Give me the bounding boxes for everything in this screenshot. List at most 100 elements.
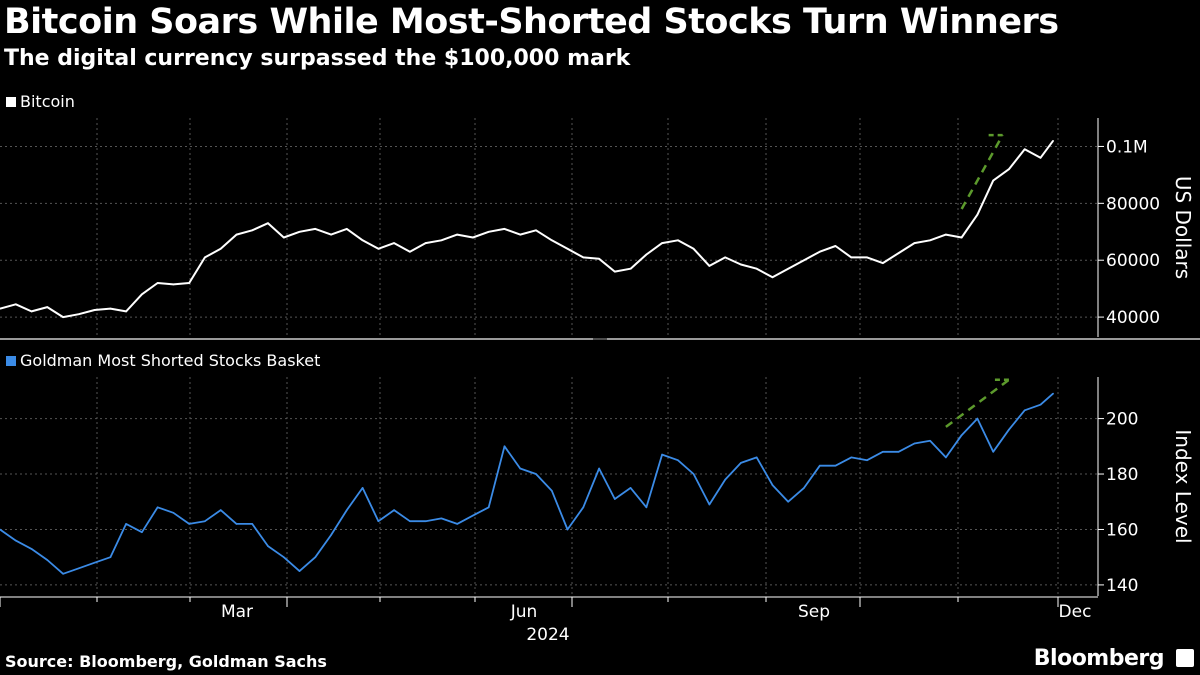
data-point: [566, 248, 569, 250]
data-point: [850, 456, 853, 459]
data-point: [1023, 148, 1026, 151]
data-point: [346, 509, 348, 511]
data-point: [819, 464, 821, 467]
data-point: [661, 242, 663, 244]
data-point: [330, 233, 332, 236]
data-point: [298, 570, 301, 572]
data-point: [393, 242, 395, 244]
data-point: [188, 282, 190, 284]
data-point: [551, 239, 553, 242]
data-point: [125, 523, 127, 525]
data-point: [645, 506, 648, 509]
data-point: [882, 262, 884, 264]
y-tick-label: 200: [1106, 410, 1138, 430]
data-point: [929, 239, 931, 242]
data-point: [740, 263, 742, 266]
x-tick-label: Dec: [1059, 602, 1092, 622]
data-point: [298, 231, 301, 233]
data-point: [503, 445, 506, 448]
data-point: [314, 556, 317, 558]
data-point: [440, 239, 443, 242]
data-point: [897, 451, 900, 453]
y-tick-label: 160: [1106, 520, 1138, 540]
data-point: [30, 310, 33, 313]
data-point: [93, 561, 96, 564]
legend-label-basket: Goldman Most Shorted Stocks Basket: [20, 351, 321, 370]
source-note: Source: Bloomberg, Goldman Sachs: [5, 652, 327, 671]
data-point: [834, 464, 837, 467]
data-point: [361, 239, 364, 242]
data-point: [283, 556, 285, 558]
data-point: [204, 256, 206, 259]
data-point: [172, 283, 175, 286]
data-point: [976, 417, 979, 420]
y-tick-label: 40000: [1106, 308, 1160, 328]
data-point: [0, 307, 1, 310]
data-point: [188, 523, 190, 525]
trend-line-bitcoin: [960, 134, 1004, 210]
data-point: [141, 531, 143, 533]
data-point: [677, 239, 679, 242]
data-point: [235, 233, 238, 236]
data-point: [78, 313, 80, 316]
data-point: [866, 459, 868, 462]
data-point: [204, 520, 206, 522]
data-point: [393, 509, 395, 511]
data-point: [692, 248, 695, 250]
data-point: [960, 434, 963, 437]
data-point: [787, 267, 789, 270]
data-point: [503, 228, 506, 230]
y-tick-label: 80000: [1106, 194, 1160, 214]
data-point: [1039, 157, 1042, 159]
data-point: [424, 242, 427, 244]
data-point: [960, 236, 963, 239]
data-point: [803, 259, 805, 262]
data-point: [156, 506, 159, 509]
data-point: [235, 523, 238, 525]
data-point: [913, 442, 916, 445]
data-point: [267, 545, 269, 547]
data-point: [251, 229, 253, 232]
chart-title: Bitcoin Soars While Most-Shorted Stocks …: [4, 2, 1059, 42]
data-point: [424, 520, 427, 522]
brand-logo: Bloomberg: [1033, 646, 1165, 671]
data-point: [598, 467, 600, 470]
data-point: [456, 523, 459, 525]
data-point: [976, 213, 979, 216]
data-point: [803, 487, 805, 489]
data-point: [1008, 428, 1010, 431]
data-point: [62, 573, 64, 575]
data-point: [346, 228, 348, 230]
data-point: [945, 456, 947, 459]
data-point: [897, 252, 900, 254]
data-point: [1008, 168, 1010, 170]
data-point: [377, 248, 380, 250]
data-point: [141, 293, 143, 296]
x-tick-label: Mar: [221, 602, 253, 622]
bloomberg-icon: [1176, 649, 1194, 667]
data-point: [1023, 409, 1026, 412]
data-point: [472, 514, 474, 517]
data-point: [62, 316, 64, 318]
chart-subtitle: The digital currency surpassed the $100,…: [4, 46, 631, 71]
series-line-bitcoin: [0, 140, 1054, 319]
data-point: [30, 548, 33, 550]
data-point: [251, 523, 253, 525]
data-point: [219, 509, 222, 511]
data-point: [15, 539, 17, 542]
data-point: [992, 179, 994, 182]
y-tick-label: 180: [1106, 465, 1138, 485]
y-axis-label: Index Level: [1171, 429, 1195, 543]
data-point: [629, 267, 632, 270]
legend-swatch-basket: [6, 356, 16, 366]
data-point: [1052, 140, 1054, 142]
data-point: [456, 233, 459, 236]
series-line-basket: [0, 392, 1054, 575]
data-point: [614, 498, 616, 500]
data-point: [819, 250, 821, 253]
data-point: [645, 253, 648, 256]
data-point: [219, 248, 222, 250]
data-point: [598, 258, 600, 260]
data-point: [929, 440, 931, 442]
